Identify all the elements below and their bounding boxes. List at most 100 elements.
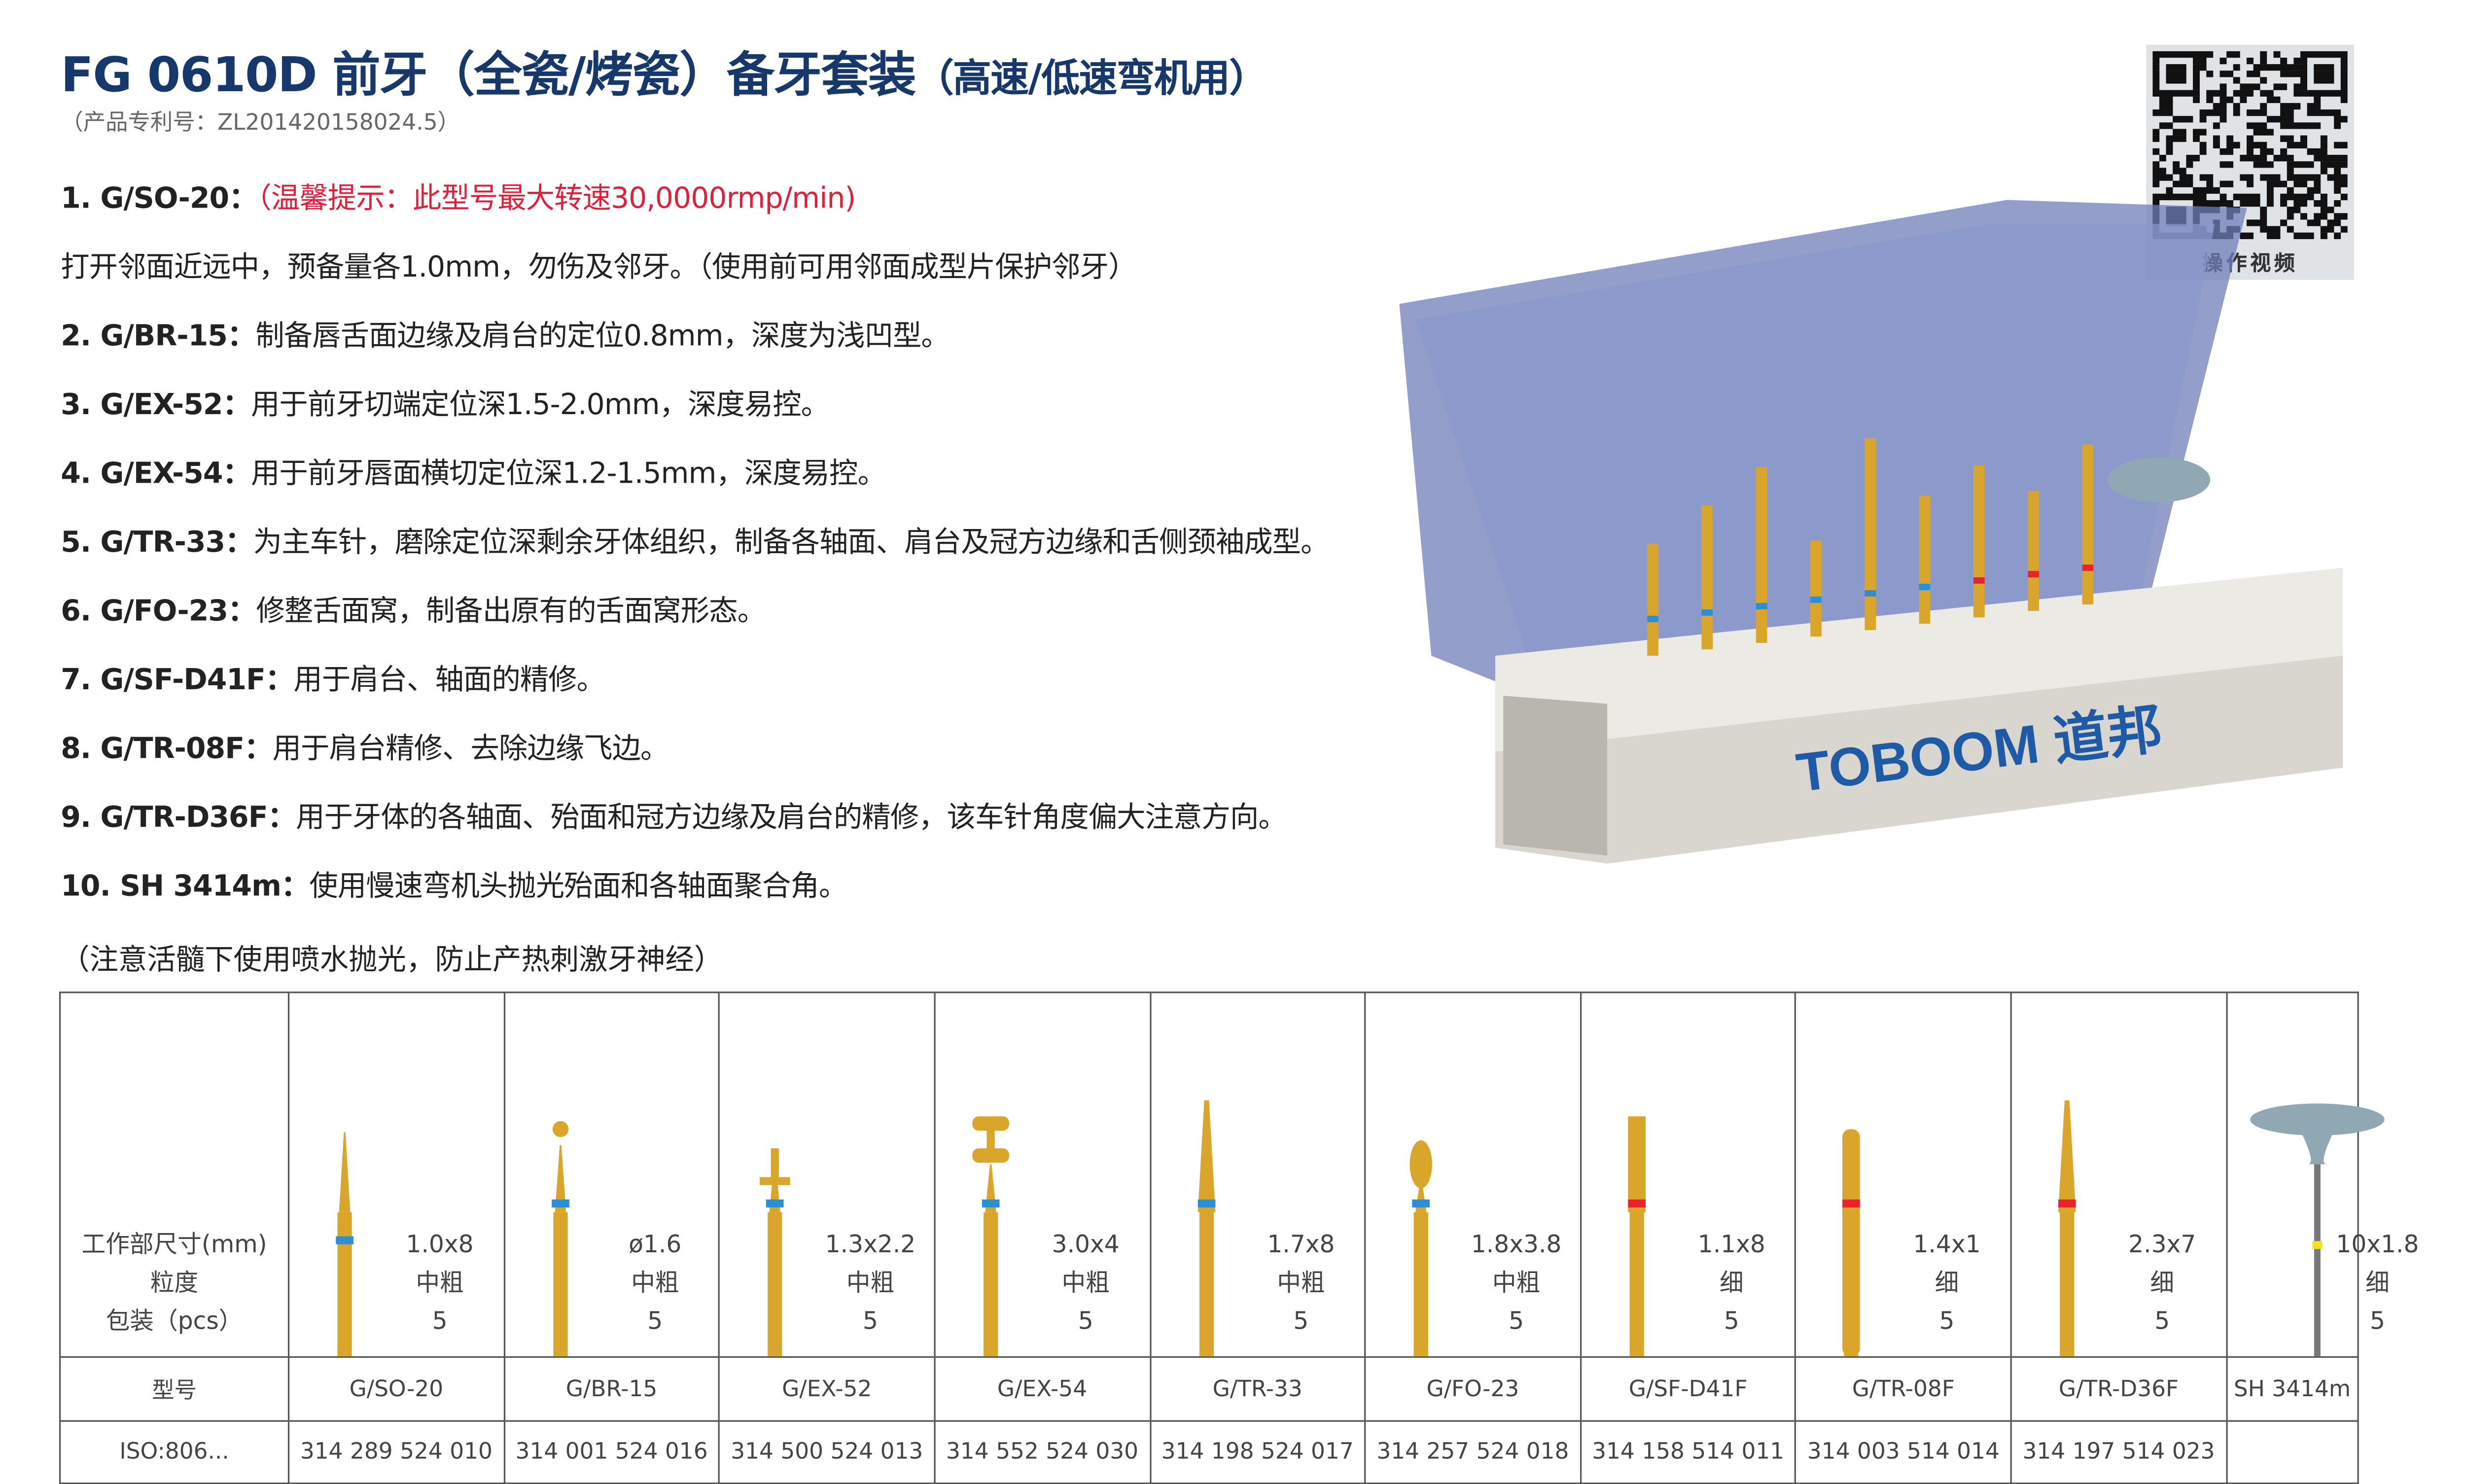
model-row-header: 型号 xyxy=(59,1356,290,1422)
spec-pack: 5 xyxy=(862,1307,878,1336)
instruction-code: 6. G/FO-23： xyxy=(61,595,256,629)
spec-grit: 细 xyxy=(1719,1268,1744,1297)
bur-cell: 1.8x3.8 中粗 5 xyxy=(1364,991,1582,1358)
instruction-code: 5. G/TR-33： xyxy=(61,526,253,560)
bur-cyl-icon xyxy=(1627,1116,1646,1356)
instruction-item: 9. G/TR-D36F：用于牙体的各轴面、殆面和冠方边缘及肩台的精修，该车针角… xyxy=(61,798,1436,867)
instruction-code: 3. G/EX-52： xyxy=(61,389,251,423)
instruction-text: 用于前牙切端定位深1.5-2.0mm，深度易控。 xyxy=(250,389,830,423)
iso-row-header: ISO:806... xyxy=(59,1420,290,1484)
bur-cell: 2.3x7 细 5 xyxy=(2010,991,2227,1358)
model-cell: G/FO-23 xyxy=(1364,1356,1582,1422)
instruction-code: 2. G/BR-15： xyxy=(61,319,256,353)
bur-spec: 1.8x3.8 中粗 5 xyxy=(1468,1225,1564,1341)
spec-pack: 5 xyxy=(1509,1307,1524,1336)
iso-cell: 314 158 514 011 xyxy=(1580,1420,1797,1484)
spec-pack: 5 xyxy=(1078,1307,1093,1336)
spec-grit: 细 xyxy=(2365,1268,2390,1297)
instruction-item: 2. G/BR-15：制备唇舌面边缘及肩台的定位0.8mm，深度为浅凹型。 xyxy=(61,317,1436,385)
spec-size: 1.0x8 xyxy=(406,1230,474,1259)
spec-size: 3.0x4 xyxy=(1052,1230,1120,1259)
instruction-code: 7. G/SF-D41F： xyxy=(61,664,294,698)
spec-pack: 5 xyxy=(432,1307,448,1336)
spec-size: 2.3x7 xyxy=(2128,1230,2196,1259)
model-cell: G/TR-08F xyxy=(1795,1356,2012,1422)
spec-grit: 细 xyxy=(1935,1268,1959,1297)
bur-spec: ø1.6 中粗 5 xyxy=(607,1225,703,1341)
spec-size: 10x1.8 xyxy=(2336,1230,2419,1259)
spec-grit: 中粗 xyxy=(1061,1268,1110,1297)
usage-note: （注意活髓下使用喷水抛光，防止产热刺激牙神经） xyxy=(61,943,723,978)
case-bur xyxy=(1810,540,1822,637)
case-bur xyxy=(1919,495,1931,624)
spec-size: 1.8x3.8 xyxy=(1471,1230,1562,1259)
spec-pack: 5 xyxy=(1939,1307,1955,1336)
qr-code-icon xyxy=(2152,51,2348,239)
instruction-text: 为主车针，磨除定位深剩余牙体组织，制备各轴面、肩台及冠方边缘和舌侧颈袖成型。 xyxy=(253,526,1330,560)
instruction-text: 用于牙体的各轴面、殆面和冠方边缘及肩台的精修，该车针角度偏大注意方向。 xyxy=(296,801,1287,835)
case-bur xyxy=(1865,438,1876,631)
bur-cell: 1.1x8 细 5 xyxy=(1580,991,1797,1358)
spec-grit: 中粗 xyxy=(416,1268,464,1297)
iso-cell: 314 003 514 014 xyxy=(1795,1420,2012,1484)
spec-size: 1.4x1 xyxy=(1913,1230,1981,1259)
instruction-item: 打开邻面近远中，预备量各1.0mm，勿伤及邻牙。（使用前可用邻面成型片保护邻牙） xyxy=(61,248,1436,317)
bur-taper-icon xyxy=(2058,1100,2076,1356)
bur-kit-case-image: TOBOOM 道邦 xyxy=(1399,200,2343,864)
case-bur xyxy=(2082,444,2094,605)
bur-cell: 10x1.8 细 5 xyxy=(2225,991,2419,1358)
instruction-text: 使用慢速弯机头抛光殆面和各轴面聚合角。 xyxy=(309,870,847,904)
instruction-text: 用于肩台、轴面的精修。 xyxy=(293,664,605,698)
title-suffix: （高速/低速弯机用） xyxy=(915,56,1268,101)
model-cell: SH 3414m xyxy=(2225,1356,2359,1422)
spec-row-header: 工作部尺寸(mm) 粒度 包装（pcs） xyxy=(59,991,290,1358)
spec-pack: 5 xyxy=(2369,1307,2385,1336)
instruction-code: 9. G/TR-D36F： xyxy=(61,801,296,835)
spec-pack: 5 xyxy=(1724,1307,1739,1336)
bur-taper-icon xyxy=(1197,1100,1215,1356)
instruction-text: 修整舌面窝，制备出原有的舌面窝形态。 xyxy=(256,595,766,629)
bur-cell: 1.3x2.2 中粗 5 xyxy=(718,991,936,1358)
patent-number: （产品专利号：ZL201420158024.5） xyxy=(61,110,460,136)
case-bur xyxy=(2028,491,2039,611)
spec-grit: 中粗 xyxy=(1492,1268,1541,1297)
iso-cell: 314 198 524 017 xyxy=(1149,1420,1366,1484)
case-bur xyxy=(1647,543,1658,656)
instruction-warning: （温馨提示：此型号最大转速30,0000rmp/min) xyxy=(257,182,856,216)
label-spec: 工作部尺寸(mm) xyxy=(81,1230,267,1259)
spec-pack: 5 xyxy=(1293,1307,1309,1336)
bur-spec: 1.3x2.2 中粗 5 xyxy=(822,1225,918,1341)
bur-disc-icon xyxy=(760,1148,791,1356)
instruction-code: 4. G/EX-54： xyxy=(61,457,251,491)
bur-ball-icon xyxy=(551,1121,569,1356)
bur-spec: 1.4x1 细 5 xyxy=(1899,1225,1995,1341)
bur-cup-icon xyxy=(2249,1103,2384,1356)
instruction-code: 8. G/TR-08F： xyxy=(61,732,273,766)
bur-cell: 1.4x1 细 5 xyxy=(1795,991,2012,1358)
instruction-item: 5. G/TR-33：为主车针，磨除定位深剩余牙体组织，制备各轴面、肩台及冠方边… xyxy=(61,523,1436,592)
instruction-item: 3. G/EX-52：用于前牙切端定位深1.5-2.0mm，深度易控。 xyxy=(61,386,1436,454)
case-bur xyxy=(1973,465,1985,618)
case-front xyxy=(1495,655,2343,864)
model-cell: G/SF-D41F xyxy=(1580,1356,1797,1422)
bur-spec: 3.0x4 中粗 5 xyxy=(1038,1225,1134,1341)
bur-spec: 1.1x8 细 5 xyxy=(1684,1225,1780,1341)
label-grit: 粒度 xyxy=(150,1268,199,1297)
bur-long-icon xyxy=(1843,1129,1861,1356)
case-top xyxy=(1495,567,2343,752)
bur-cell: 1.0x8 中粗 5 xyxy=(287,991,505,1358)
model-cell: G/BR-15 xyxy=(503,1356,720,1422)
bur-cell: 1.7x8 中粗 5 xyxy=(1149,991,1366,1358)
iso-cell: 314 257 524 018 xyxy=(1364,1420,1582,1484)
bur-spec-table: 工作部尺寸(mm) 粒度 包装（pcs） 1.0x8 中粗 5 ø1.6 中粗 5 1.3x2.2… xyxy=(59,991,2419,1484)
instruction-text: 制备唇舌面边缘及肩台的定位0.8mm，深度为浅凹型。 xyxy=(255,319,950,353)
bur-flame-icon xyxy=(1409,1140,1433,1356)
spec-size: 1.1x8 xyxy=(1697,1230,1765,1259)
bur-needle-icon xyxy=(336,1132,353,1356)
iso-cell: 314 289 524 010 xyxy=(287,1420,505,1484)
model-cell: G/TR-33 xyxy=(1149,1356,1366,1422)
bur-cell: ø1.6 中粗 5 xyxy=(503,991,720,1358)
instruction-item: 10. SH 3414m：使用慢速弯机头抛光殆面和各轴面聚合角。 xyxy=(61,867,1436,935)
instruction-item: 7. G/SF-D41F：用于肩台、轴面的精修。 xyxy=(61,661,1436,729)
instruction-item: 8. G/TR-08F：用于肩台精修、去除边缘飞边。 xyxy=(61,729,1436,798)
